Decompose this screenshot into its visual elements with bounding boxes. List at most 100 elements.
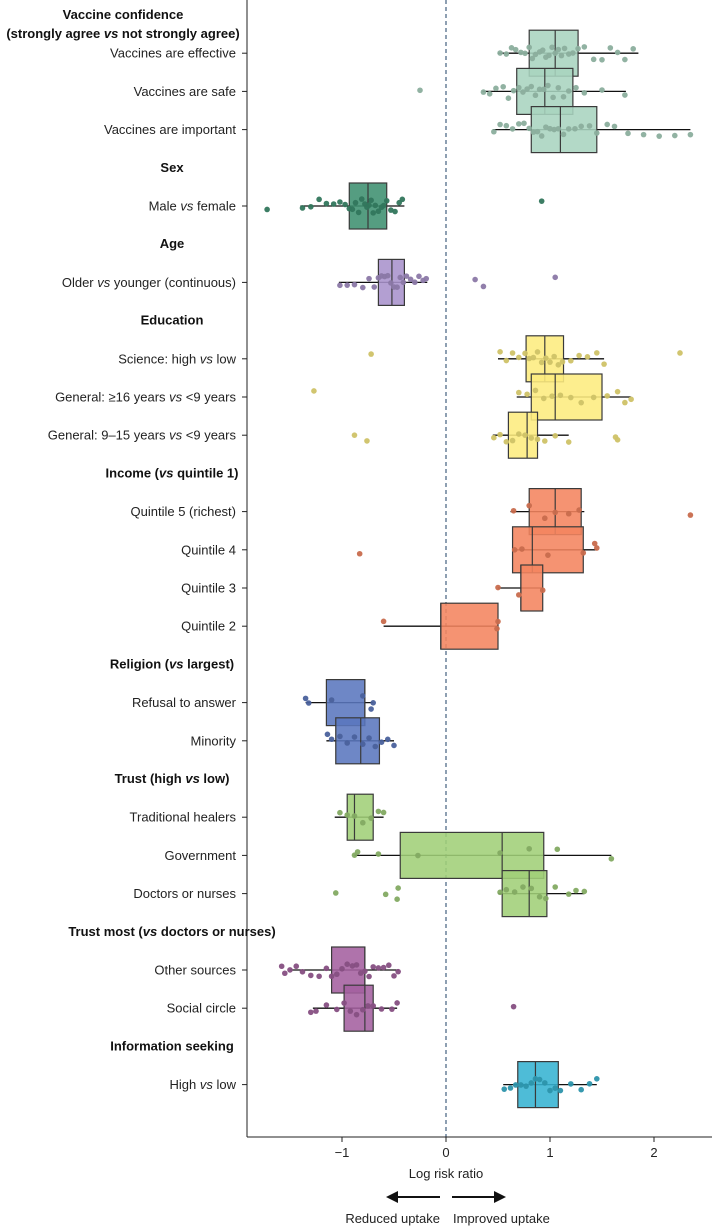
data-point (555, 46, 562, 53)
data-point (536, 86, 543, 93)
section-header: Vaccine confidence (63, 7, 184, 22)
data-point (578, 1086, 584, 1093)
data-point (337, 282, 343, 289)
data-point (552, 50, 558, 56)
data-point (354, 849, 361, 855)
data-point (536, 893, 543, 900)
data-point (347, 1008, 354, 1014)
data-point (491, 434, 497, 441)
data-point (349, 206, 356, 213)
data-point (299, 968, 306, 975)
data-point (495, 618, 501, 625)
data-point (551, 126, 557, 133)
section-header: Age (160, 236, 185, 251)
data-point (365, 1003, 371, 1009)
data-point (494, 625, 500, 632)
x-tick-label: 0 (442, 1145, 449, 1160)
data-point (380, 618, 387, 625)
data-point (557, 392, 564, 399)
section-header: Sex (160, 160, 184, 175)
data-point (337, 733, 343, 740)
data-point (522, 432, 528, 438)
data-point (522, 350, 528, 357)
data-point (497, 349, 503, 355)
data-point (518, 1082, 524, 1088)
data-point (512, 46, 519, 53)
data-point (495, 584, 501, 591)
data-point (526, 125, 532, 132)
data-point (625, 130, 631, 137)
data-point (599, 56, 605, 63)
data-point (337, 809, 343, 816)
data-point (604, 393, 610, 399)
data-point (590, 56, 597, 63)
data-point (355, 209, 362, 216)
reduced-uptake-label: Reduced uptake (345, 1211, 440, 1226)
data-point (400, 279, 407, 286)
data-point (371, 284, 378, 290)
data-point (594, 130, 600, 136)
data-point (560, 131, 567, 138)
data-point (546, 52, 552, 59)
data-point (516, 354, 522, 361)
data-point (677, 350, 683, 356)
data-point (394, 1000, 400, 1006)
data-point (511, 547, 518, 553)
data-point (543, 355, 549, 361)
direction-arrows: Reduced uptake Improved uptake (345, 1191, 550, 1226)
data-point (687, 131, 694, 138)
row-label: Doctors or nurses (133, 886, 236, 901)
data-point (522, 50, 528, 57)
data-point (389, 1006, 395, 1012)
row-label: Quintile 4 (181, 542, 236, 557)
data-point (407, 276, 414, 283)
row-label: Vaccines are important (104, 122, 236, 137)
data-point (378, 1006, 385, 1012)
data-point (305, 700, 312, 706)
data-point (640, 131, 647, 138)
section-header: Information seeking (110, 1038, 234, 1053)
data-point (497, 50, 503, 56)
data-point (534, 349, 541, 355)
data-point (386, 962, 392, 969)
row-label: Quintile 3 (181, 581, 236, 596)
row-label: Refusal to answer (132, 695, 237, 710)
data-point (360, 741, 366, 747)
data-point (412, 279, 418, 286)
data-point (323, 965, 330, 972)
data-point (530, 354, 537, 361)
data-point (542, 1080, 548, 1086)
data-point (344, 812, 351, 818)
data-point (538, 198, 545, 204)
data-point (586, 123, 593, 129)
data-point (614, 388, 621, 395)
data-point (370, 1003, 377, 1009)
data-point (581, 44, 588, 50)
data-point (330, 201, 337, 207)
data-point (622, 92, 628, 98)
data-point (497, 850, 503, 856)
data-point (366, 973, 372, 980)
data-point (565, 126, 572, 132)
data-point (539, 47, 546, 53)
data-point (341, 1000, 347, 1006)
data-point (518, 49, 524, 56)
row-label: General: 9–15 years vs <9 years (48, 428, 237, 443)
row-label: Vaccines are safe (134, 84, 236, 99)
iqr-box (530, 105, 598, 154)
data-point (550, 94, 556, 101)
data-point (360, 819, 366, 826)
data-point (497, 431, 503, 438)
data-point (594, 350, 600, 356)
data-point (368, 706, 374, 712)
data-point (358, 196, 365, 202)
data-point (547, 125, 553, 132)
data-point (501, 1086, 508, 1092)
data-point (534, 128, 541, 135)
data-point (524, 391, 530, 398)
data-point (356, 550, 363, 557)
section-header: Trust (high vs low) (115, 771, 230, 786)
data-point (526, 845, 532, 852)
data-point (388, 280, 394, 286)
data-point (328, 973, 335, 980)
